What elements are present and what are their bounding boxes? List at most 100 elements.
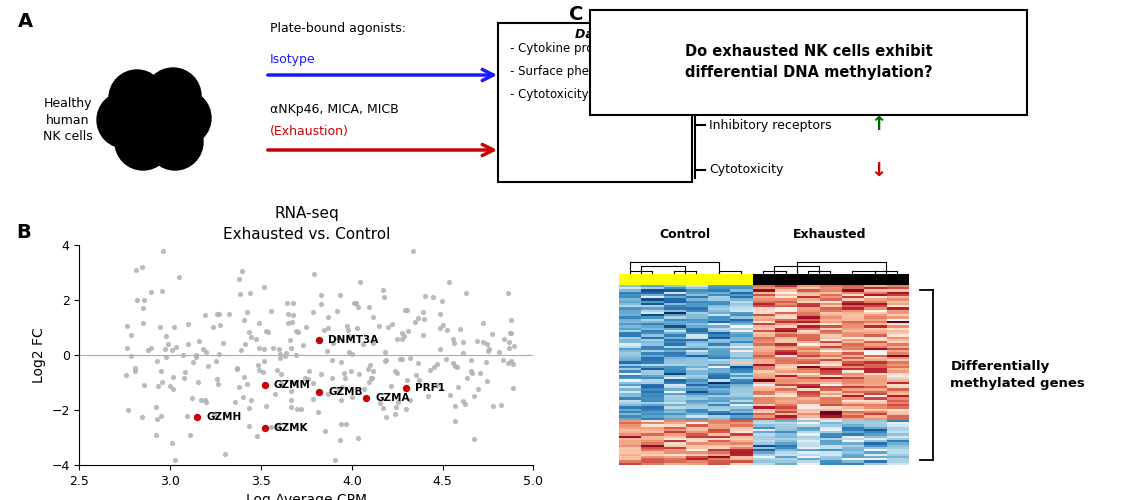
Point (285, 378, 303, 386)
Point (482, 330, 501, 338)
Point (445, 335, 463, 343)
Point (462, 366, 480, 374)
Point (379, 322, 397, 330)
Point (437, 354, 455, 362)
Point (170, 274, 188, 281)
Point (247, 334, 266, 342)
Point (241, 328, 259, 336)
Point (350, 434, 368, 442)
Point (271, 350, 289, 358)
Point (278, 319, 296, 327)
Circle shape (132, 87, 188, 143)
Point (250, 320, 268, 328)
Point (375, 286, 393, 294)
Text: αNKp46, MICA, MICB: αNKp46, MICA, MICB (270, 104, 398, 117)
Point (268, 366, 286, 374)
Point (239, 422, 258, 430)
Point (355, 385, 373, 393)
Point (235, 374, 253, 382)
Point (281, 387, 300, 395)
Point (398, 328, 417, 336)
Point (152, 412, 170, 420)
Point (123, 332, 141, 340)
Point (140, 346, 158, 354)
Point (388, 370, 406, 378)
Point (312, 291, 330, 299)
Point (358, 394, 376, 402)
Point (303, 379, 321, 387)
Point (456, 289, 474, 297)
Point (277, 348, 295, 356)
Point (386, 410, 404, 418)
Point (414, 308, 432, 316)
Point (278, 299, 296, 307)
Point (491, 402, 510, 409)
Text: DNMT3A: DNMT3A (328, 335, 378, 345)
Point (495, 336, 513, 344)
Point (477, 358, 495, 366)
Point (239, 404, 258, 411)
Point (505, 342, 523, 350)
Point (371, 399, 389, 407)
Point (377, 356, 395, 364)
Point (167, 343, 185, 351)
Point (220, 310, 238, 318)
Point (445, 339, 463, 347)
Point (394, 329, 412, 337)
Point (348, 304, 367, 312)
Text: Inflammatory cytokines: Inflammatory cytokines (709, 28, 857, 42)
Point (194, 346, 212, 354)
Point (502, 316, 520, 324)
Point (196, 310, 215, 318)
Point (146, 430, 165, 438)
Text: (Exhaustion): (Exhaustion) (270, 126, 348, 138)
Text: Do exhausted NK cells exhibit
differential DNA methylation?: Do exhausted NK cells exhibit differenti… (684, 44, 933, 80)
Point (249, 432, 267, 440)
Point (242, 396, 260, 404)
Point (360, 364, 378, 372)
Point (208, 374, 226, 382)
Point (490, 348, 508, 356)
Text: ↑: ↑ (871, 116, 886, 134)
Point (444, 358, 462, 366)
Point (255, 381, 274, 389)
Point (270, 346, 288, 354)
Point (235, 316, 253, 324)
Circle shape (96, 92, 153, 148)
Point (360, 302, 378, 310)
Point (312, 300, 330, 308)
Point (230, 382, 249, 390)
Point (502, 356, 520, 364)
Point (207, 357, 225, 365)
Point (279, 310, 297, 318)
Point (499, 338, 518, 346)
Point (257, 402, 275, 410)
Point (431, 346, 449, 354)
Point (333, 420, 351, 428)
Point (405, 318, 423, 326)
Text: GZMA: GZMA (376, 392, 410, 402)
Point (432, 296, 451, 304)
Point (142, 344, 160, 352)
Point (204, 323, 222, 331)
Point (242, 288, 260, 296)
Point (317, 427, 335, 435)
FancyBboxPatch shape (590, 10, 1027, 115)
Point (296, 324, 314, 332)
Point (151, 322, 169, 330)
Point (283, 318, 301, 326)
Text: GZMB: GZMB (328, 387, 363, 397)
Point (292, 404, 310, 412)
Text: Plate-bound agonists:: Plate-bound agonists: (270, 22, 406, 35)
Point (192, 396, 210, 404)
Point (421, 366, 439, 374)
Point (205, 410, 224, 418)
Point (319, 324, 337, 332)
Point (323, 356, 342, 364)
Point (373, 404, 392, 412)
Point (133, 412, 151, 420)
Point (255, 357, 274, 365)
Point (480, 344, 498, 352)
Point (304, 394, 322, 402)
Point (471, 369, 489, 377)
